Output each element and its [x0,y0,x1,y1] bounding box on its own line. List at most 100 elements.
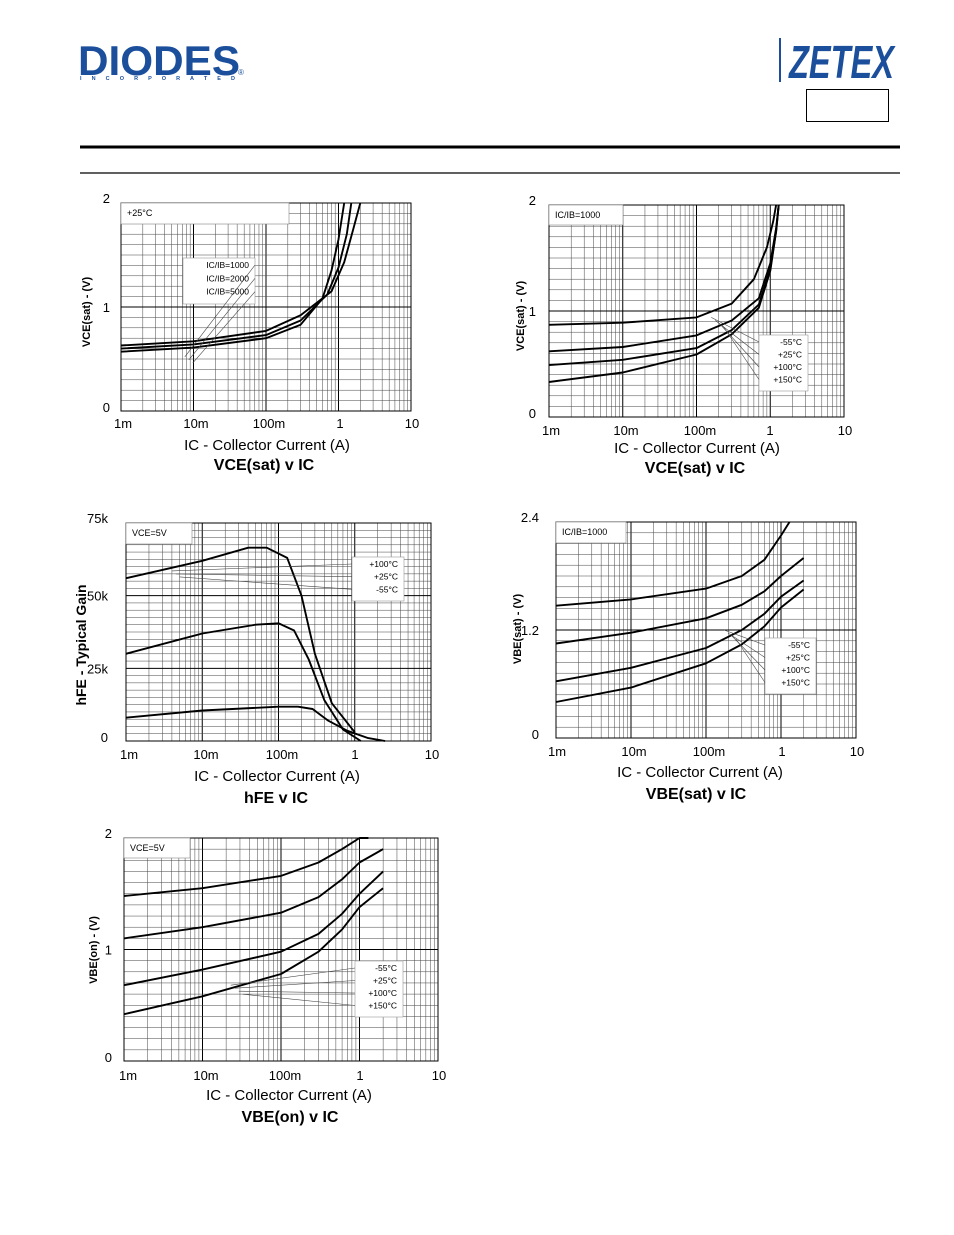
legend-box [351,556,405,602]
x-tick-label: 10m [621,744,646,759]
legend-label: +150°C [781,678,810,688]
y-tick-label: 2 [105,826,112,841]
series-line-3 [555,579,805,683]
condition-box [555,521,627,544]
x-tick-label: 10 [850,744,864,759]
diodes-logo-registered: ® [238,68,244,77]
condition-box [548,204,624,226]
y-tick-label: 0 [529,406,536,421]
legend-leader [731,635,766,671]
series-line-2 [123,848,384,940]
condition-box [120,202,290,225]
series-line-2 [548,204,780,353]
chart-grid [120,202,411,412]
chart-title: VCE(sat) v IC [214,457,315,474]
x-tick-label: 10m [183,416,208,431]
series-line-1 [120,202,346,353]
x-tick-label: 10 [838,423,852,438]
legend-label: +100°C [368,988,397,998]
y-tick-label: 0 [101,730,108,745]
chart-title: hFE v IC [244,790,308,807]
legend-box [758,334,809,392]
legend-label: +150°C [773,375,802,385]
x-tick-label: 10m [613,423,638,438]
legend-label: +25°C [374,572,398,582]
diodes-logo: DIODES I N C O R P O R A T E D ® [78,37,244,84]
x-tick-label: 1 [766,423,773,438]
legend-leader [179,576,353,590]
legend-label: IC/IB=2000 [206,273,249,283]
series-line-1 [123,837,369,897]
series-line-4 [548,204,780,383]
condition-label: IC/IB=1000 [555,210,600,220]
y-axis-label: hFE - Typical Gain [73,584,89,705]
chart-grid [555,521,856,739]
x-tick-label: 10 [432,1068,446,1083]
chart-2: IC/IB=1000-55°C+25°C+100°C+150°C1m 10m 100… [515,193,852,477]
x-tick-label: 10m [193,747,218,762]
series-line-2 [125,622,362,742]
series-line-2 [120,202,353,350]
chart-3: VCE=5V +100°C +25°C -55°C 1m 10m 100m 1 10 0 25k 50… [73,511,439,807]
chart-5: VCE=5V-55°C+25°C+100°C+150°C1m 10m 100m 1 10… [88,826,446,1126]
y-tick-label: 0 [532,727,539,742]
chart-grid [125,522,431,742]
legend-label: IC/IB=5000 [206,287,249,297]
legend-label: IC/IB=1000 [206,260,249,270]
series-line-4 [123,887,384,1016]
x-tick-label: 10m [193,1068,218,1083]
x-tick-label: 1 [336,416,343,431]
legend-leader [715,320,760,355]
chart-4: IC/IB=1000-55°C+25°C+100°C+150°C1m 10m 100… [512,510,864,803]
legend-leader [234,980,356,989]
legend-leader [184,264,256,358]
legend-label: +25°C [786,653,810,663]
zetex-logo-text: ZETEX [788,36,896,88]
series-line-3 [125,705,386,742]
y-axis-label: VBE(on) - (V) [88,916,100,984]
legend-leader [230,967,356,986]
x-tick-label: 1m [120,747,138,762]
series-line-3 [123,870,384,987]
legend-box [354,960,404,1018]
plot-frame [548,204,845,418]
condition-label: +25°C [127,208,153,218]
legend-label: -55°C [376,584,398,594]
legend-leader [188,278,256,361]
series-line-1 [125,546,356,733]
chart-title: VCE(sat) v IC [645,460,746,477]
x-tick-label: 1m [114,416,132,431]
x-axis-label: IC - Collector Current (A) [614,440,780,457]
y-tick-label: 1 [105,943,112,958]
legend-leader [175,573,353,577]
y-tick-label: 0 [103,400,110,415]
series-line-1 [548,204,778,326]
plot-frame [123,837,439,1062]
legend-leader [192,291,256,364]
part-number-box [806,89,889,122]
legend-leader [723,629,766,646]
y-axis-label: VCE(sat) - (V) [515,281,527,352]
plot-frame [125,522,432,742]
y-tick-label: 2.4 [521,510,539,525]
legend-label: -55°C [375,963,397,973]
legend-leader [711,317,760,343]
x-axis-label: IC - Collector Current (A) [184,437,350,454]
x-tick-label: 100m [266,747,299,762]
x-tick-label: 1m [119,1068,137,1083]
legend-leader [719,323,760,368]
y-tick-label: 50k [87,589,108,604]
y-axis-label: VCE(sat) - (V) [81,277,93,348]
chart-title: VBE(on) v IC [242,1109,339,1126]
x-tick-label: 100m [693,744,726,759]
x-tick-label: 1 [356,1068,363,1083]
condition-box [123,837,191,859]
condition-label: IC/IB=1000 [562,527,607,537]
legend-leader [735,638,766,683]
legend-leader [171,563,353,572]
y-axis-label: VBE(sat) - (V) [512,594,524,665]
x-tick-label: 1 [778,744,785,759]
y-tick-label: 25k [87,661,108,676]
zetex-logo: ZETEX [779,36,896,88]
x-axis-label: IC - Collector Current (A) [206,1087,372,1104]
